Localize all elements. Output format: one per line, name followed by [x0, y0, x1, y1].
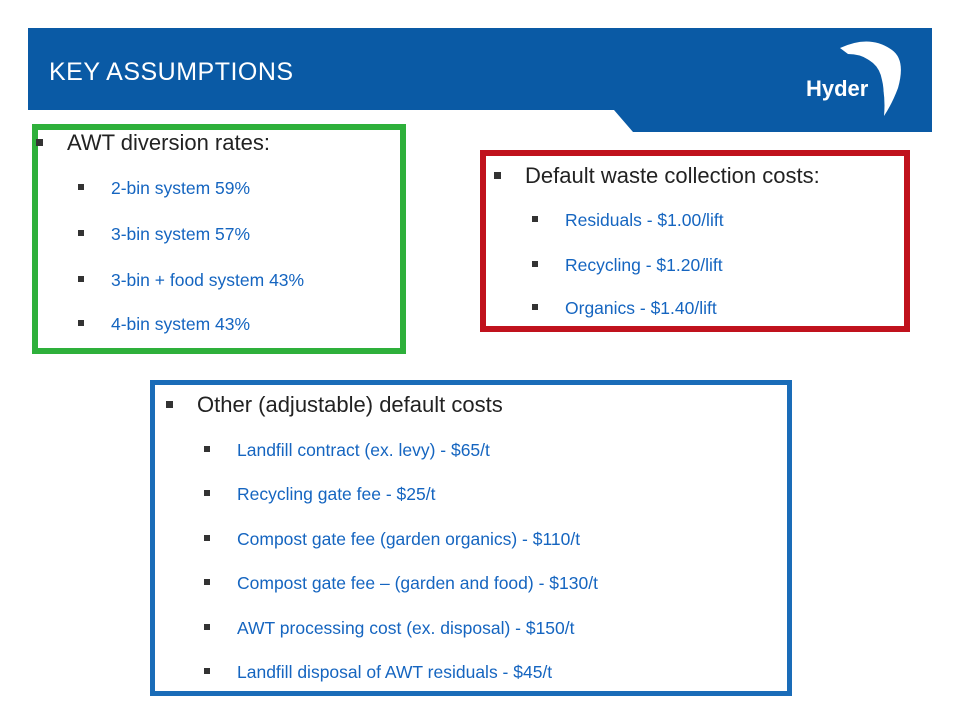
bullet-icon — [204, 446, 210, 453]
list-item: 3-bin system 57% — [78, 224, 250, 245]
bullet-icon — [204, 490, 210, 497]
hyder-logo-icon — [840, 41, 901, 116]
list-item: Compost gate fee (garden organics) - $11… — [204, 529, 580, 550]
diversion-heading: AWT diversion rates: — [36, 130, 270, 156]
other-costs-box — [150, 380, 792, 696]
bullet-icon — [532, 304, 538, 311]
bullet-icon — [78, 276, 84, 283]
list-item: Residuals - $1.00/lift — [532, 210, 724, 231]
bullet-icon — [78, 230, 84, 237]
bullet-icon — [36, 138, 43, 146]
bullet-icon — [532, 261, 538, 268]
bullet-icon — [204, 579, 210, 586]
list-item: AWT processing cost (ex. disposal) - $15… — [204, 618, 575, 639]
bullet-icon — [204, 668, 210, 675]
list-item: Organics - $1.40/lift — [532, 298, 717, 319]
page-title: KEY ASSUMPTIONS — [49, 58, 294, 86]
hyder-logo-text: Hyder — [806, 76, 869, 101]
list-item: 3-bin + food system 43% — [78, 270, 304, 291]
collection-heading: Default waste collection costs: — [494, 163, 820, 189]
bullet-icon — [78, 320, 84, 327]
collection-costs-box — [480, 150, 910, 332]
bullet-icon — [494, 171, 501, 179]
list-item: Landfill contract (ex. levy) - $65/t — [204, 440, 490, 461]
other-costs-heading: Other (adjustable) default costs — [166, 392, 503, 418]
list-item: Recycling gate fee - $25/t — [204, 484, 435, 505]
list-item: Compost gate fee – (garden and food) - $… — [204, 573, 598, 594]
bullet-icon — [204, 535, 210, 542]
list-item: 4-bin system 43% — [78, 314, 250, 335]
diversion-rates-box — [32, 124, 406, 354]
bullet-icon — [204, 624, 210, 631]
bullet-icon — [532, 216, 538, 223]
list-item: Landfill disposal of AWT residuals - $45… — [204, 662, 552, 683]
list-item: Recycling - $1.20/lift — [532, 255, 723, 276]
bullet-icon — [166, 400, 173, 408]
bullet-icon — [78, 184, 84, 191]
list-item: 2-bin system 59% — [78, 178, 250, 199]
